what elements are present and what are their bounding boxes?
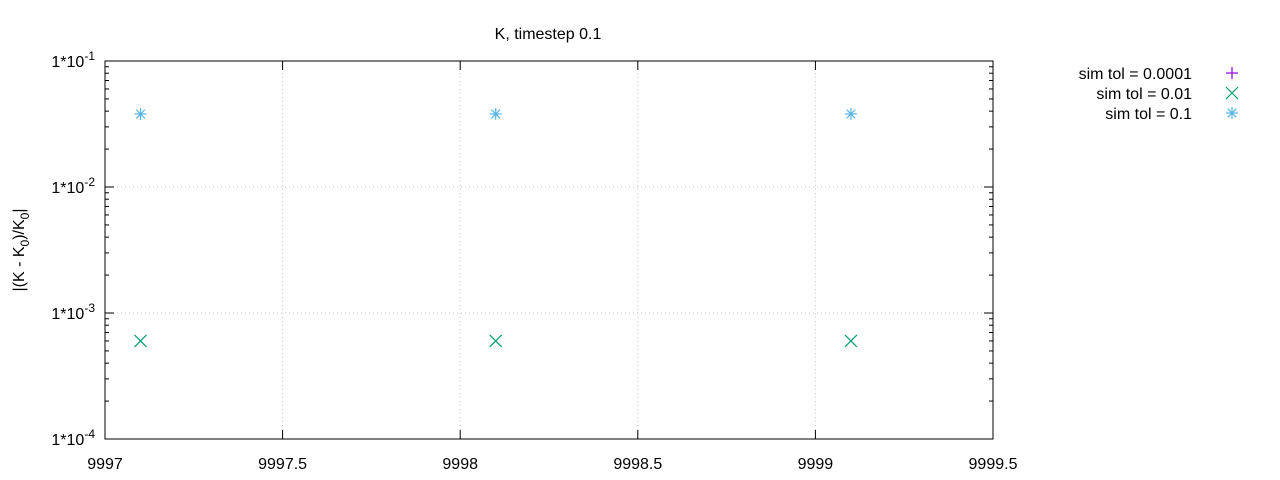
legend-marker [1226, 67, 1238, 79]
marker-stroke [135, 109, 146, 119]
data-points [134, 107, 858, 348]
data-point-series-1 [844, 334, 858, 348]
axis-ticks [104, 60, 994, 440]
x-tick-label: 9999 [798, 456, 834, 473]
plot-frame [104, 60, 994, 440]
y-tick-label: 1*10-4 [51, 427, 95, 449]
y-axis-title: |(K - K0)/K0| [11, 208, 32, 291]
legend-label: sim tol = 0.01 [1096, 86, 1192, 103]
y-tick-label: 1*10-2 [51, 175, 95, 197]
marker-stroke [1227, 108, 1237, 118]
marker-stroke [489, 334, 503, 348]
x-axis-tick-labels: 9997 9997.5 9998 9998.5 9999 9999.5 [87, 456, 1017, 473]
marker-stroke [1225, 86, 1239, 100]
marker-stroke [134, 334, 147, 348]
data-point-series-2 [134, 107, 147, 120]
x-tick-label: 9997 [87, 456, 123, 473]
data-point-series-1 [134, 334, 147, 348]
data-point-series-2 [489, 107, 502, 120]
x-tick-label: 9997.5 [258, 456, 307, 473]
y-tick-label: 1*10-3 [51, 301, 95, 323]
x-tick-label: 9999.5 [969, 456, 1018, 473]
legend: sim tol = 0.0001 sim tol = 0.01 sim tol = … [1079, 66, 1239, 123]
marker-stroke [844, 334, 858, 348]
x-tick-label: 9998 [442, 456, 478, 473]
y-tick-label: 1*10-1 [51, 49, 95, 71]
legend-label: sim tol = 0.1 [1105, 106, 1192, 123]
y-axis-tick-labels: 1*10-4 1*10-3 1*10-2 1*10-1 [51, 49, 95, 449]
legend-label: sim tol = 0.0001 [1079, 66, 1193, 83]
x-tick-label: 9998.5 [613, 456, 662, 473]
marker-stroke [490, 109, 501, 119]
legend-marker [1226, 107, 1238, 119]
chart-title: K, timestep 0.1 [495, 26, 602, 43]
legend-marker [1225, 86, 1239, 100]
data-point-series-1 [489, 334, 503, 348]
marker-stroke [846, 109, 856, 119]
data-point-series-2 [844, 107, 857, 120]
grid [105, 61, 993, 439]
